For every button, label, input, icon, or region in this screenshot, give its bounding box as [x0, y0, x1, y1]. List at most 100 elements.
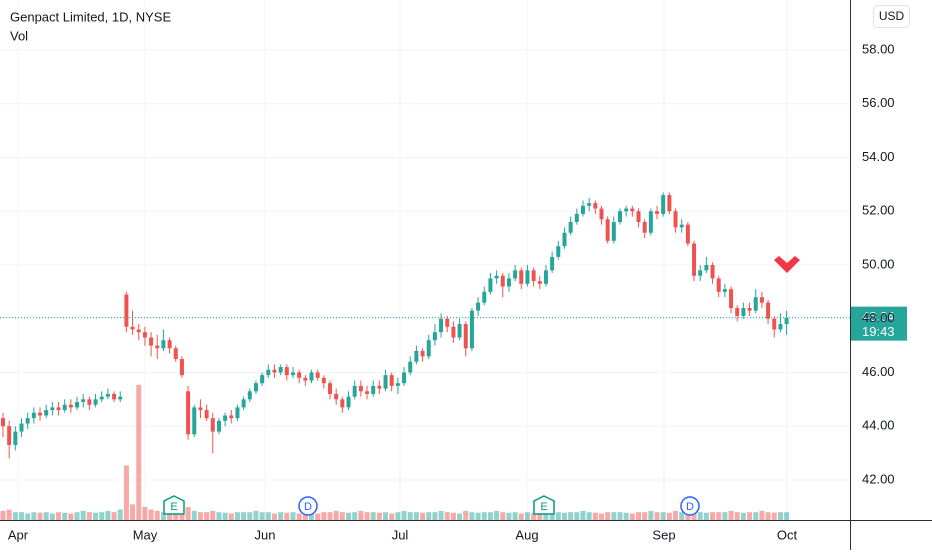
- volume-bar: [12, 512, 18, 520]
- candle-body: [142, 332, 147, 338]
- volume-bar: [500, 512, 506, 520]
- volume-bar: [296, 513, 302, 520]
- candle-body: [216, 420, 221, 432]
- volume-bar: [703, 512, 709, 520]
- currency-label[interactable]: USD: [879, 9, 905, 23]
- candle-body: [463, 324, 468, 349]
- candle-body: [161, 340, 166, 349]
- candle-body: [155, 345, 160, 349]
- volume-bar: [315, 513, 321, 520]
- candle-body: [599, 208, 604, 220]
- candle-body: [408, 361, 413, 373]
- candle-body: [352, 385, 357, 397]
- last-price-box: [851, 306, 907, 341]
- y-tick-label: 54.00: [862, 149, 895, 164]
- candle-body: [753, 297, 758, 311]
- candle-body: [99, 396, 104, 400]
- candle-body: [13, 431, 18, 446]
- volume-bar: [679, 512, 685, 520]
- x-tick-label: Aug: [515, 527, 538, 542]
- volume-bar: [673, 510, 679, 520]
- volume-bar: [555, 512, 561, 520]
- candle-body: [186, 391, 191, 435]
- candle-body: [655, 211, 660, 214]
- volume-bar: [765, 512, 771, 520]
- candle-body: [1, 418, 5, 427]
- grid: [0, 0, 850, 520]
- candle-body: [321, 377, 326, 384]
- candle-body: [229, 415, 234, 419]
- volume-bar: [253, 510, 259, 520]
- candle-body: [334, 393, 339, 400]
- y-tick-label: 48.00: [862, 310, 895, 325]
- candle-body: [685, 224, 690, 244]
- volume-bar: [666, 512, 672, 520]
- volume-bar: [19, 512, 25, 520]
- candle-body: [482, 291, 487, 303]
- volume-bar: [6, 509, 12, 520]
- y-tick-label: 46.00: [862, 364, 895, 379]
- candle-body: [38, 412, 43, 416]
- x-tick-label: Sep: [652, 527, 675, 542]
- volume-label: Vol: [10, 28, 28, 43]
- currency-button[interactable]: [873, 5, 910, 28]
- x-tick-label: Jul: [392, 527, 409, 542]
- candle-body: [667, 195, 672, 212]
- volume-bar: [481, 512, 487, 520]
- volume-bar: [537, 512, 543, 520]
- volume-bar: [784, 512, 790, 520]
- candle-body: [93, 399, 98, 405]
- volume-bar: [636, 512, 642, 520]
- volume-bar: [105, 510, 111, 520]
- candle-body: [500, 275, 505, 287]
- volume-bar: [438, 510, 444, 520]
- volume-bar: [561, 512, 567, 520]
- chart-title: Genpact Limited, 1D, NYSE: [10, 9, 171, 24]
- candle-body: [439, 318, 444, 333]
- x-tick-label: Jun: [255, 527, 276, 542]
- candle-body: [624, 208, 629, 212]
- candle-body: [105, 393, 110, 397]
- candle-body: [488, 278, 493, 292]
- candle-body: [328, 383, 333, 394]
- x-tick-label: Oct: [777, 527, 798, 542]
- volume-bar: [463, 510, 469, 520]
- candle-body: [204, 410, 209, 419]
- volume-bar: [86, 512, 92, 520]
- volume-bar: [37, 512, 43, 520]
- candle-body: [272, 369, 277, 373]
- volume-bar: [339, 512, 345, 520]
- volume-bar: [611, 512, 617, 520]
- volume-bar: [216, 512, 222, 520]
- candle-body: [679, 224, 684, 228]
- volume-bar: [574, 512, 580, 520]
- signal-arrow: [774, 256, 800, 273]
- volume-bar: [753, 512, 759, 520]
- volume-bar: [716, 512, 722, 520]
- volume-bar: [0, 510, 6, 520]
- y-tick-label: 56.00: [862, 95, 895, 110]
- volume-bar: [148, 509, 154, 520]
- volume-bar: [475, 512, 481, 520]
- volume-bar: [99, 512, 105, 520]
- candle-body: [179, 359, 184, 376]
- candle-body: [278, 367, 283, 373]
- volume-bar: [747, 512, 753, 520]
- volume-bar: [777, 512, 783, 520]
- volume-bar: [93, 512, 99, 520]
- candle-body: [124, 294, 129, 327]
- candle-body: [506, 278, 511, 287]
- volume-pane: [0, 384, 790, 520]
- candle-body: [253, 383, 258, 392]
- candle-body: [395, 383, 400, 386]
- volume-bar: [197, 512, 203, 520]
- x-tick-label: May: [133, 527, 158, 542]
- candle-body: [198, 407, 203, 411]
- volume-bar: [605, 512, 611, 520]
- candle-body: [44, 410, 49, 416]
- candle-body: [543, 270, 548, 284]
- volume-bar: [568, 512, 574, 520]
- volume-bar: [450, 512, 456, 520]
- candle-body: [568, 221, 573, 233]
- earnings-marker: [163, 495, 185, 515]
